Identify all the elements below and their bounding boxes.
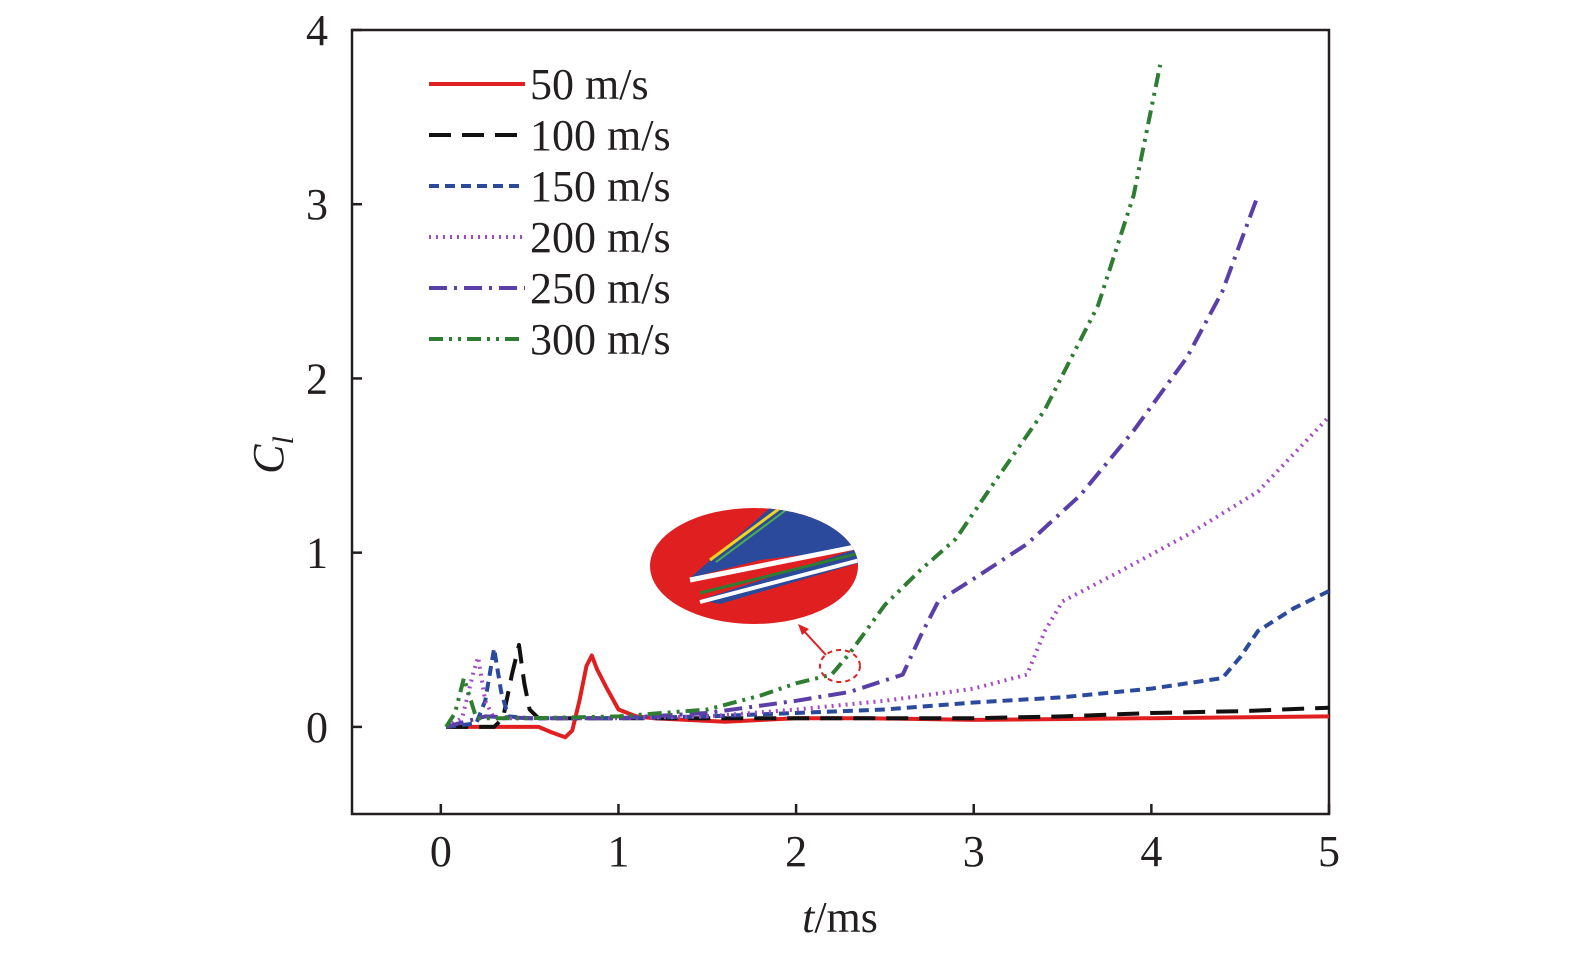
x-tick-label: 3 [963, 827, 985, 876]
series-line-5 [445, 194, 1260, 729]
y-tick-label: 3 [306, 180, 328, 229]
series-line-1 [446, 653, 1329, 740]
legend-label: 100 m/s [530, 111, 671, 160]
inset-contour-image [650, 508, 861, 683]
legend-label: 300 m/s [530, 315, 671, 364]
legend-label: 50 m/s [530, 60, 649, 109]
y-axis-title-main: C [244, 444, 293, 474]
legend-label: 200 m/s [530, 213, 671, 262]
y-tick-label: 4 [306, 6, 328, 55]
legend-label: 250 m/s [530, 264, 671, 313]
tick-labels: 0 1 2 3 4 5 0 1 2 3 4 [306, 6, 1340, 876]
y-tick-label: 2 [306, 354, 328, 403]
x-tick-label: 4 [1140, 827, 1162, 876]
x-axis-title: t/ms [802, 893, 878, 942]
svg-text:t/ms: t/ms [802, 893, 878, 942]
series-line-2 [446, 643, 1329, 729]
y-tick-label: 0 [306, 703, 328, 752]
x-tick-label: 0 [430, 827, 452, 876]
axis-ticks [352, 28, 1331, 814]
x-axis-title-italic: t [802, 893, 816, 942]
x-axis-title-rest: /ms [814, 893, 878, 942]
series-line-6 [444, 64, 1163, 728]
x-tick-label: 2 [785, 827, 807, 876]
x-tick-label: 5 [1318, 827, 1340, 876]
y-axis-title-sub: l [267, 436, 300, 444]
y-tick-label: 1 [306, 529, 328, 578]
plot-frame [350, 28, 1331, 816]
legend-label: 150 m/s [530, 162, 671, 211]
svg-text:Cl: Cl [244, 436, 300, 474]
y-axis-title: Cl [244, 436, 300, 474]
x-tick-label: 1 [607, 827, 629, 876]
series-layer [444, 64, 1329, 740]
series-line-3 [445, 589, 1329, 729]
